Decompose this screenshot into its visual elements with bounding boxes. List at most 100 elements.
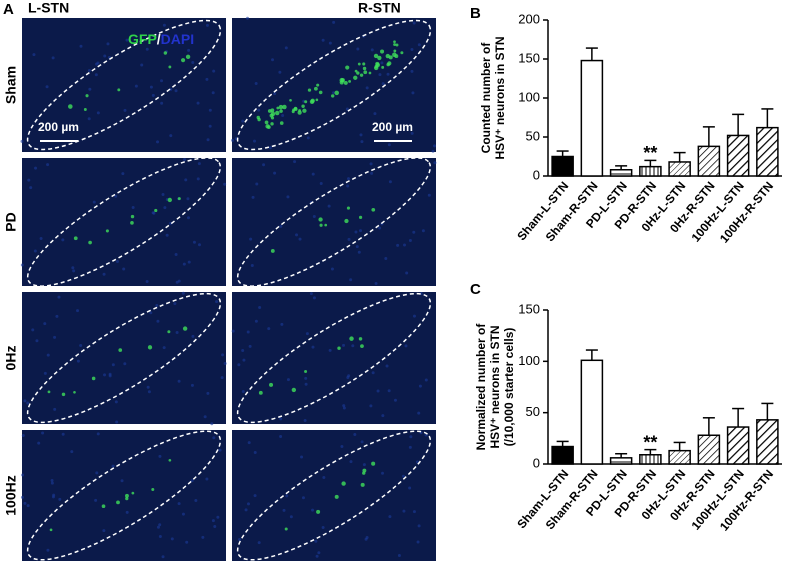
gfp-cell: [105, 229, 109, 233]
nucleus-speck: [203, 415, 207, 419]
nucleus-speck: [246, 502, 250, 506]
gfp-cell: [88, 240, 92, 245]
bar: [697, 145, 721, 177]
nucleus-speck: [362, 463, 366, 467]
gfp-cell: [318, 217, 323, 222]
nucleus-speck: [76, 359, 80, 363]
gfp-cell: [147, 345, 153, 350]
gfp-cell: [334, 494, 339, 499]
nucleus-speck: [357, 250, 361, 254]
gfp-cell: [182, 326, 188, 331]
nucleus-speck: [151, 211, 155, 215]
nucleus-speck: [321, 38, 325, 42]
significance-marker: **: [643, 143, 657, 163]
nucleus-speck: [280, 322, 284, 326]
row-label: Sham: [3, 66, 19, 104]
nucleus-speck: [253, 450, 257, 454]
gfp-cell: [49, 528, 53, 532]
nucleus-speck: [355, 245, 359, 249]
gfp-cell: [334, 90, 339, 96]
nucleus-speck: [114, 194, 118, 198]
y-axis-label: (/10,000 starter cells): [502, 328, 516, 447]
nucleus-speck: [221, 353, 225, 357]
nucleus-speck: [158, 535, 162, 539]
nucleus-speck: [169, 134, 173, 138]
nucleus-speck: [417, 524, 421, 528]
nucleus-speck: [408, 238, 412, 242]
nucleus-speck: [123, 108, 127, 112]
gfp-cell: [358, 337, 363, 341]
nucleus-speck: [88, 87, 92, 91]
nucleus-speck: [53, 407, 57, 411]
gfp-cell: [284, 527, 288, 531]
gfp-cell: [279, 121, 284, 125]
gfp-cell: [377, 55, 382, 61]
y-tick-label: 100: [518, 89, 540, 104]
nucleus-speck: [370, 48, 374, 52]
gfp-cell: [346, 206, 350, 210]
gfp-cell: [151, 488, 155, 492]
gfp-cell: [289, 98, 292, 102]
nucleus-speck: [71, 266, 75, 270]
nucleus-speck: [417, 411, 421, 415]
nucleus-speck: [21, 433, 25, 437]
nucleus-speck: [404, 344, 408, 348]
nucleus-speck: [122, 267, 126, 271]
gfp-cell: [163, 51, 168, 55]
y-tick-label: 200: [518, 11, 540, 26]
nucleus-speck: [241, 390, 245, 394]
bar: [697, 434, 721, 465]
nucleus-speck: [58, 497, 62, 501]
nucleus-speck: [282, 508, 286, 512]
nucleus-speck: [208, 124, 212, 128]
nucleus-speck: [403, 243, 407, 247]
nucleus-speck: [354, 230, 358, 234]
gfp-cell: [393, 49, 397, 53]
nucleus-speck: [286, 378, 290, 382]
nucleus-speck: [273, 92, 277, 96]
nucleus-speck: [397, 553, 401, 557]
gfp-cell: [270, 122, 274, 126]
nucleus-speck: [242, 358, 246, 362]
y-tick-label: 0: [533, 167, 540, 182]
nucleus-speck: [349, 460, 353, 464]
nucleus-speck: [286, 195, 290, 199]
nucleus-speck: [156, 140, 160, 144]
gfp-cell: [269, 382, 274, 387]
nucleus-speck: [149, 311, 153, 315]
nucleus-speck: [96, 432, 100, 436]
gfp-cell: [368, 71, 372, 75]
nucleus-speck: [190, 479, 194, 483]
gfp-cell: [339, 80, 344, 85]
gfp-cell: [278, 104, 284, 110]
nucleus-speck: [187, 48, 191, 52]
nucleus-speck: [312, 215, 316, 219]
nucleus-speck: [405, 271, 409, 275]
nucleus-speck: [412, 314, 416, 318]
nucleus-speck: [373, 112, 377, 116]
bar: [756, 126, 779, 177]
nucleus-speck: [43, 371, 47, 375]
gfp-cell: [344, 218, 349, 224]
gfp-cell: [348, 79, 352, 83]
nucleus-speck: [238, 537, 242, 541]
nucleus-speck: [349, 278, 353, 282]
stain-gfp: GFP: [128, 31, 157, 47]
gfp-cell: [394, 54, 399, 59]
nucleus-speck: [125, 510, 129, 514]
gfp-cell: [73, 236, 78, 241]
nucleus-speck: [253, 139, 257, 143]
nucleus-speck: [87, 117, 91, 121]
nucleus-speck: [298, 237, 302, 241]
nucleus-speck: [175, 331, 179, 335]
stn-outline: [236, 19, 432, 151]
gfp-cell: [354, 69, 358, 73]
nucleus-speck: [206, 138, 210, 142]
nucleus-speck: [165, 233, 169, 237]
nucleus-speck: [111, 464, 115, 468]
nucleus-speck: [115, 420, 119, 424]
nucleus-speck: [197, 162, 201, 166]
nucleus-speck: [162, 23, 166, 27]
nucleus-speck: [211, 519, 215, 523]
gfp-cell: [343, 80, 348, 85]
